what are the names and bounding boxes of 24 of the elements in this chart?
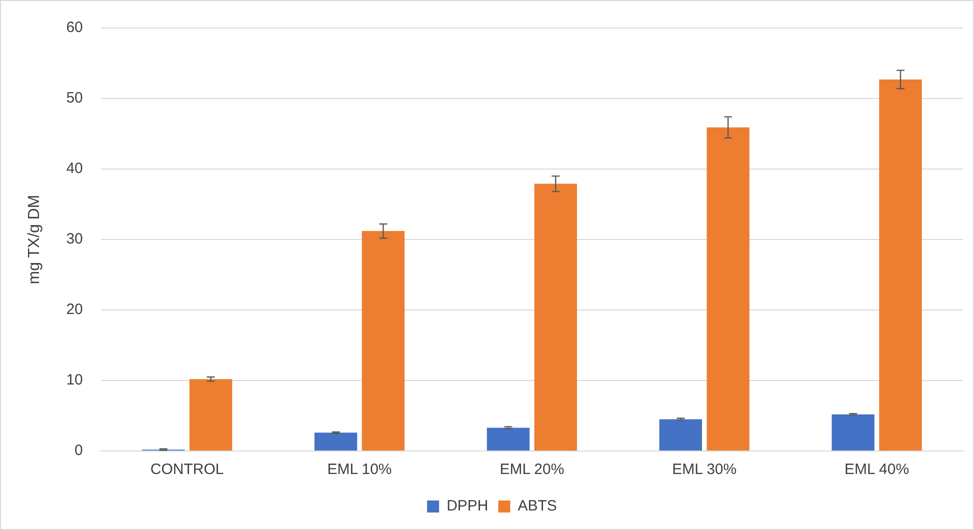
y-tick-label: 0 (74, 442, 83, 460)
y-tick-label: 60 (66, 19, 83, 36)
bar (534, 184, 577, 450)
x-tick-label: EML 30% (672, 461, 737, 478)
x-tick-label: EML 10% (327, 461, 392, 478)
bar (659, 419, 702, 450)
x-tick-label: CONTROL (150, 461, 224, 478)
bar (362, 231, 405, 450)
y-tick-label: 30 (66, 230, 83, 248)
y-tick-label: 10 (66, 372, 83, 389)
x-tick-label: EML 20% (500, 461, 564, 478)
y-tick-label: 20 (66, 301, 83, 318)
bar (879, 79, 922, 450)
bar (706, 127, 750, 450)
y-tick-label: 40 (66, 160, 83, 178)
bar (832, 414, 874, 450)
legend-label: ABTS (518, 498, 557, 515)
bar (189, 379, 232, 450)
y-axis-title: mg TX/g DM (26, 194, 44, 284)
bar (314, 432, 358, 450)
y-tick-label: 50 (66, 90, 83, 107)
bar (486, 428, 530, 450)
legend-label: DPPH (446, 498, 488, 515)
x-tick-label: EML 40% (844, 461, 910, 478)
